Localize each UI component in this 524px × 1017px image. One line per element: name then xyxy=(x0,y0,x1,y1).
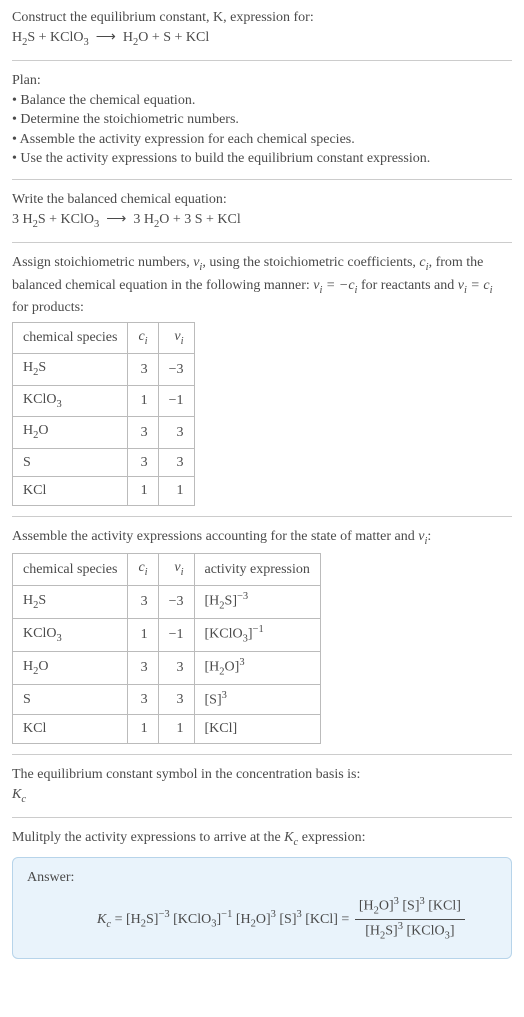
balanced-equation: 3 H2S + KClO3 ⟶ 3 H2O + 3 S + KCl xyxy=(12,210,512,232)
symbol-block: The equilibrium constant symbol in the c… xyxy=(12,765,512,807)
cell-ci: 3 xyxy=(128,685,158,715)
cell-species: KCl xyxy=(13,477,128,506)
cell-activity: [H2O]3 xyxy=(194,652,320,685)
cell-nui: −3 xyxy=(158,585,194,618)
intro-text: Construct the equilibrium constant, K, e… xyxy=(12,10,314,25)
table-row: KCl 1 1 [KCl] xyxy=(13,715,321,744)
cell-species: KClO3 xyxy=(13,618,128,651)
cell-ci: 1 xyxy=(128,715,158,744)
cell-species: KCl xyxy=(13,715,128,744)
cell-ci: 3 xyxy=(128,448,158,477)
table-header-row: chemical species ci νi activity expressi… xyxy=(13,554,321,585)
cell-ci: 3 xyxy=(128,417,158,448)
stoich-block: Assign stoichiometric numbers, νi, using… xyxy=(12,253,512,506)
cell-ci: 1 xyxy=(128,618,158,651)
cell-nui: 3 xyxy=(158,685,194,715)
activity-heading: Assemble the activity expressions accoun… xyxy=(12,527,512,549)
table-row: S 3 3 xyxy=(13,448,195,477)
table-row: H2S 3 −3 [H2S]−3 xyxy=(13,585,321,618)
col-activity: activity expression xyxy=(194,554,320,585)
cell-ci: 3 xyxy=(128,652,158,685)
balanced-heading: Write the balanced chemical equation: xyxy=(12,190,512,210)
answer-expression: Kc = [H2S]−3 [KClO3]−1 [H2O]3 [S]3 [KCl]… xyxy=(67,895,497,944)
cell-nui: 1 xyxy=(158,715,194,744)
cell-ci: 3 xyxy=(128,585,158,618)
answer-box: Answer: Kc = [H2S]−3 [KClO3]−1 [H2O]3 [S… xyxy=(12,857,512,960)
cell-species: S xyxy=(13,685,128,715)
cell-nui: 3 xyxy=(158,417,194,448)
intro-line: Construct the equilibrium constant, K, e… xyxy=(12,8,512,28)
cell-species: H2O xyxy=(13,417,128,448)
plan-bullet: • Assemble the activity expression for e… xyxy=(12,130,512,150)
answer-label: Answer: xyxy=(27,868,497,888)
cell-species: S xyxy=(13,448,128,477)
plan-block: Plan: • Balance the chemical equation. •… xyxy=(12,71,512,169)
divider xyxy=(12,754,512,755)
cell-nui: 3 xyxy=(158,448,194,477)
col-nui: νi xyxy=(158,554,194,585)
plan-heading: Plan: xyxy=(12,71,512,91)
col-species: chemical species xyxy=(13,322,128,353)
cell-species: H2S xyxy=(13,585,128,618)
symbol-value: Kc xyxy=(12,785,512,807)
plan-bullet: • Use the activity expressions to build … xyxy=(12,149,512,169)
cell-ci: 1 xyxy=(128,385,158,416)
table-row: KClO3 1 −1 [KClO3]−1 xyxy=(13,618,321,651)
plan-bullet: • Determine the stoichiometric numbers. xyxy=(12,110,512,130)
cell-nui: 3 xyxy=(158,652,194,685)
stoich-heading: Assign stoichiometric numbers, νi, using… xyxy=(12,253,512,318)
col-ci: ci xyxy=(128,322,158,353)
plan-bullet: • Balance the chemical equation. xyxy=(12,91,512,111)
table-row: H2S 3 −3 xyxy=(13,354,195,385)
table-row: H2O 3 3 xyxy=(13,417,195,448)
cell-activity: [KClO3]−1 xyxy=(194,618,320,651)
divider xyxy=(12,242,512,243)
stoich-table: chemical species ci νi H2S 3 −3 KClO3 1 … xyxy=(12,322,195,506)
activity-table: chemical species ci νi activity expressi… xyxy=(12,553,321,744)
table-row: H2O 3 3 [H2O]3 xyxy=(13,652,321,685)
col-ci: ci xyxy=(128,554,158,585)
cell-ci: 3 xyxy=(128,354,158,385)
cell-nui: −1 xyxy=(158,385,194,416)
divider xyxy=(12,179,512,180)
intro-equation: H2S + KClO3 ⟶ H2O + S + KCl xyxy=(12,28,512,50)
divider xyxy=(12,516,512,517)
activity-block: Assemble the activity expressions accoun… xyxy=(12,527,512,744)
cell-nui: −3 xyxy=(158,354,194,385)
col-nui: νi xyxy=(158,322,194,353)
cell-species: H2S xyxy=(13,354,128,385)
table-row: S 3 3 [S]3 xyxy=(13,685,321,715)
table-header-row: chemical species ci νi xyxy=(13,322,195,353)
multiply-block: Mulitply the activity expressions to arr… xyxy=(12,828,512,850)
intro-block: Construct the equilibrium constant, K, e… xyxy=(12,8,512,50)
table-row: KClO3 1 −1 xyxy=(13,385,195,416)
divider xyxy=(12,817,512,818)
cell-species: H2O xyxy=(13,652,128,685)
divider xyxy=(12,60,512,61)
cell-nui: −1 xyxy=(158,618,194,651)
symbol-heading: The equilibrium constant symbol in the c… xyxy=(12,765,512,785)
cell-ci: 1 xyxy=(128,477,158,506)
cell-activity: [H2S]−3 xyxy=(194,585,320,618)
multiply-heading: Mulitply the activity expressions to arr… xyxy=(12,828,512,850)
balanced-block: Write the balanced chemical equation: 3 … xyxy=(12,190,512,232)
cell-nui: 1 xyxy=(158,477,194,506)
cell-activity: [KCl] xyxy=(194,715,320,744)
cell-species: KClO3 xyxy=(13,385,128,416)
table-row: KCl 1 1 xyxy=(13,477,195,506)
cell-activity: [S]3 xyxy=(194,685,320,715)
col-species: chemical species xyxy=(13,554,128,585)
